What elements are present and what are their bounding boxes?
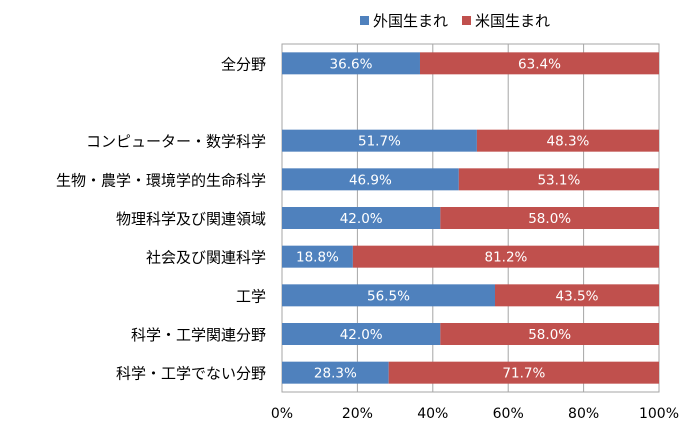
category-label: コンピューター・数学科学 xyxy=(86,133,266,151)
bar-foreign-born xyxy=(282,361,389,384)
x-tick-label: 80% xyxy=(568,406,599,422)
x-tick-label: 100% xyxy=(639,406,679,422)
legend-swatch-us-born xyxy=(462,16,472,25)
data-label-foreign-born: 46.9% xyxy=(349,172,392,188)
category-label: 工学 xyxy=(236,287,266,305)
data-label-foreign-born: 36.6% xyxy=(330,56,373,72)
data-label-us-born: 58.0% xyxy=(528,211,571,227)
chart-legend: 外国生まれ 米国生まれ xyxy=(360,10,550,31)
category-label: 物理科学及び関連領域 xyxy=(116,210,266,228)
data-label-foreign-born: 18.8% xyxy=(296,250,339,266)
data-label-foreign-born: 56.5% xyxy=(367,288,410,304)
data-label-foreign-born: 51.7% xyxy=(358,134,401,150)
x-tick-label: 20% xyxy=(342,406,373,422)
data-label-us-born: 58.0% xyxy=(528,327,571,343)
bar-us-born xyxy=(352,245,659,268)
bar-us-born xyxy=(458,168,659,191)
bar-us-born xyxy=(476,129,659,152)
x-tick-label: 40% xyxy=(417,406,448,422)
data-label-us-born: 43.5% xyxy=(556,288,599,304)
bar-foreign-born xyxy=(282,52,420,75)
category-label: 全分野 xyxy=(221,55,266,73)
legend-item-us-born: 米国生まれ xyxy=(462,10,550,31)
bar-us-born xyxy=(440,323,659,345)
bar-foreign-born xyxy=(282,129,477,152)
data-label-us-born: 63.4% xyxy=(518,56,561,72)
data-label-us-born: 71.7% xyxy=(502,366,545,382)
data-label-foreign-born: 42.0% xyxy=(340,211,383,227)
legend-label-us-born: 米国生まれ xyxy=(475,12,551,30)
data-label-us-born: 48.3% xyxy=(547,134,590,150)
bar-us-born xyxy=(495,284,659,307)
category-label: 社会及び関連科学 xyxy=(146,249,266,267)
legend-swatch-foreign-born xyxy=(360,16,369,25)
data-label-us-born: 53.1% xyxy=(537,172,580,188)
x-tick-label: 60% xyxy=(493,406,524,422)
legend-label-foreign-born: 外国生まれ xyxy=(373,12,449,30)
category-label: 科学・工学関連分野 xyxy=(131,326,266,344)
data-label-foreign-born: 28.3% xyxy=(314,366,357,382)
bar-foreign-born xyxy=(282,284,496,307)
bar-foreign-born xyxy=(282,323,441,345)
data-label-us-born: 81.2% xyxy=(484,250,527,266)
legend-item-foreign-born: 外国生まれ xyxy=(360,10,448,31)
x-tick-label: 0% xyxy=(271,406,293,422)
category-label: 生物・農学・環境学的生命科学 xyxy=(56,171,266,189)
bar-us-born xyxy=(440,207,659,229)
bar-us-born xyxy=(419,52,659,75)
category-label: 科学・工学でない分野 xyxy=(116,365,266,383)
bar-foreign-born xyxy=(282,245,353,268)
data-label-foreign-born: 42.0% xyxy=(340,327,383,343)
bar-foreign-born xyxy=(282,168,459,191)
bar-foreign-born xyxy=(282,207,441,229)
bar-us-born xyxy=(388,361,659,384)
